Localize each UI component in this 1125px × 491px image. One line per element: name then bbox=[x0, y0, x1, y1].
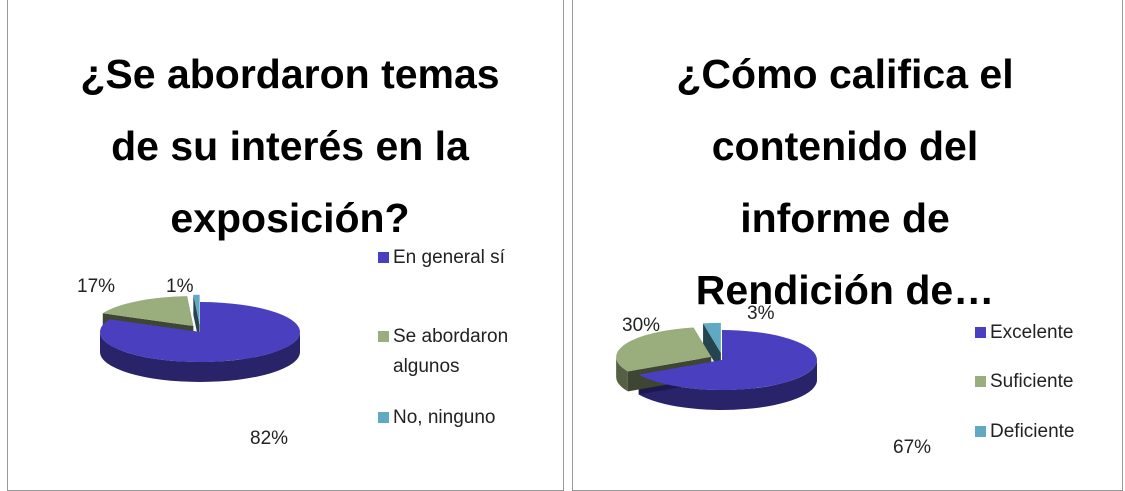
legend-entry: Se abordaron algunos bbox=[378, 322, 543, 382]
legend-label: Se abordaron algunos bbox=[393, 326, 509, 377]
legend-entry: No, ninguno bbox=[378, 403, 563, 433]
legend-entry: Deficiente bbox=[975, 417, 1125, 447]
pie-slice bbox=[102, 296, 194, 327]
data-label: 3% bbox=[747, 303, 775, 324]
legend-swatch bbox=[975, 426, 986, 437]
legend-entry: En general sí bbox=[378, 243, 563, 273]
legend-label: No, ninguno bbox=[393, 407, 496, 428]
slice-side bbox=[638, 360, 817, 411]
pie-slice bbox=[616, 327, 712, 372]
legend-swatch bbox=[378, 412, 389, 423]
chart-title: ¿Se abordaron temas de su interés en la … bbox=[80, 51, 500, 241]
data-label: 67% bbox=[893, 437, 932, 458]
legend-label: Excelente bbox=[990, 322, 1074, 343]
legend-label: Deficiente bbox=[990, 421, 1075, 442]
slice-side bbox=[616, 356, 628, 392]
legend-label: En general sí bbox=[393, 247, 505, 268]
data-label: 30% bbox=[622, 315, 661, 336]
data-label: 1% bbox=[166, 276, 194, 297]
legend-swatch bbox=[975, 327, 986, 338]
data-label: 17% bbox=[77, 276, 116, 297]
slice-side bbox=[100, 332, 300, 382]
legend-entry: Excelente bbox=[975, 318, 1125, 348]
legend-swatch bbox=[378, 331, 389, 342]
pie-slice bbox=[193, 294, 200, 325]
pie-slice bbox=[638, 330, 818, 390]
slice-face bbox=[703, 323, 721, 373]
legend-entry: Suficiente bbox=[975, 367, 1125, 397]
pie-slice bbox=[99, 302, 300, 362]
legend-swatch bbox=[975, 376, 986, 387]
chart-title: ¿Cómo califica el contenido del informe … bbox=[676, 51, 1014, 313]
pie-slice bbox=[703, 322, 721, 353]
legend-label: Suficiente bbox=[990, 371, 1074, 392]
legend-swatch bbox=[378, 252, 389, 263]
data-label: 82% bbox=[250, 428, 289, 449]
